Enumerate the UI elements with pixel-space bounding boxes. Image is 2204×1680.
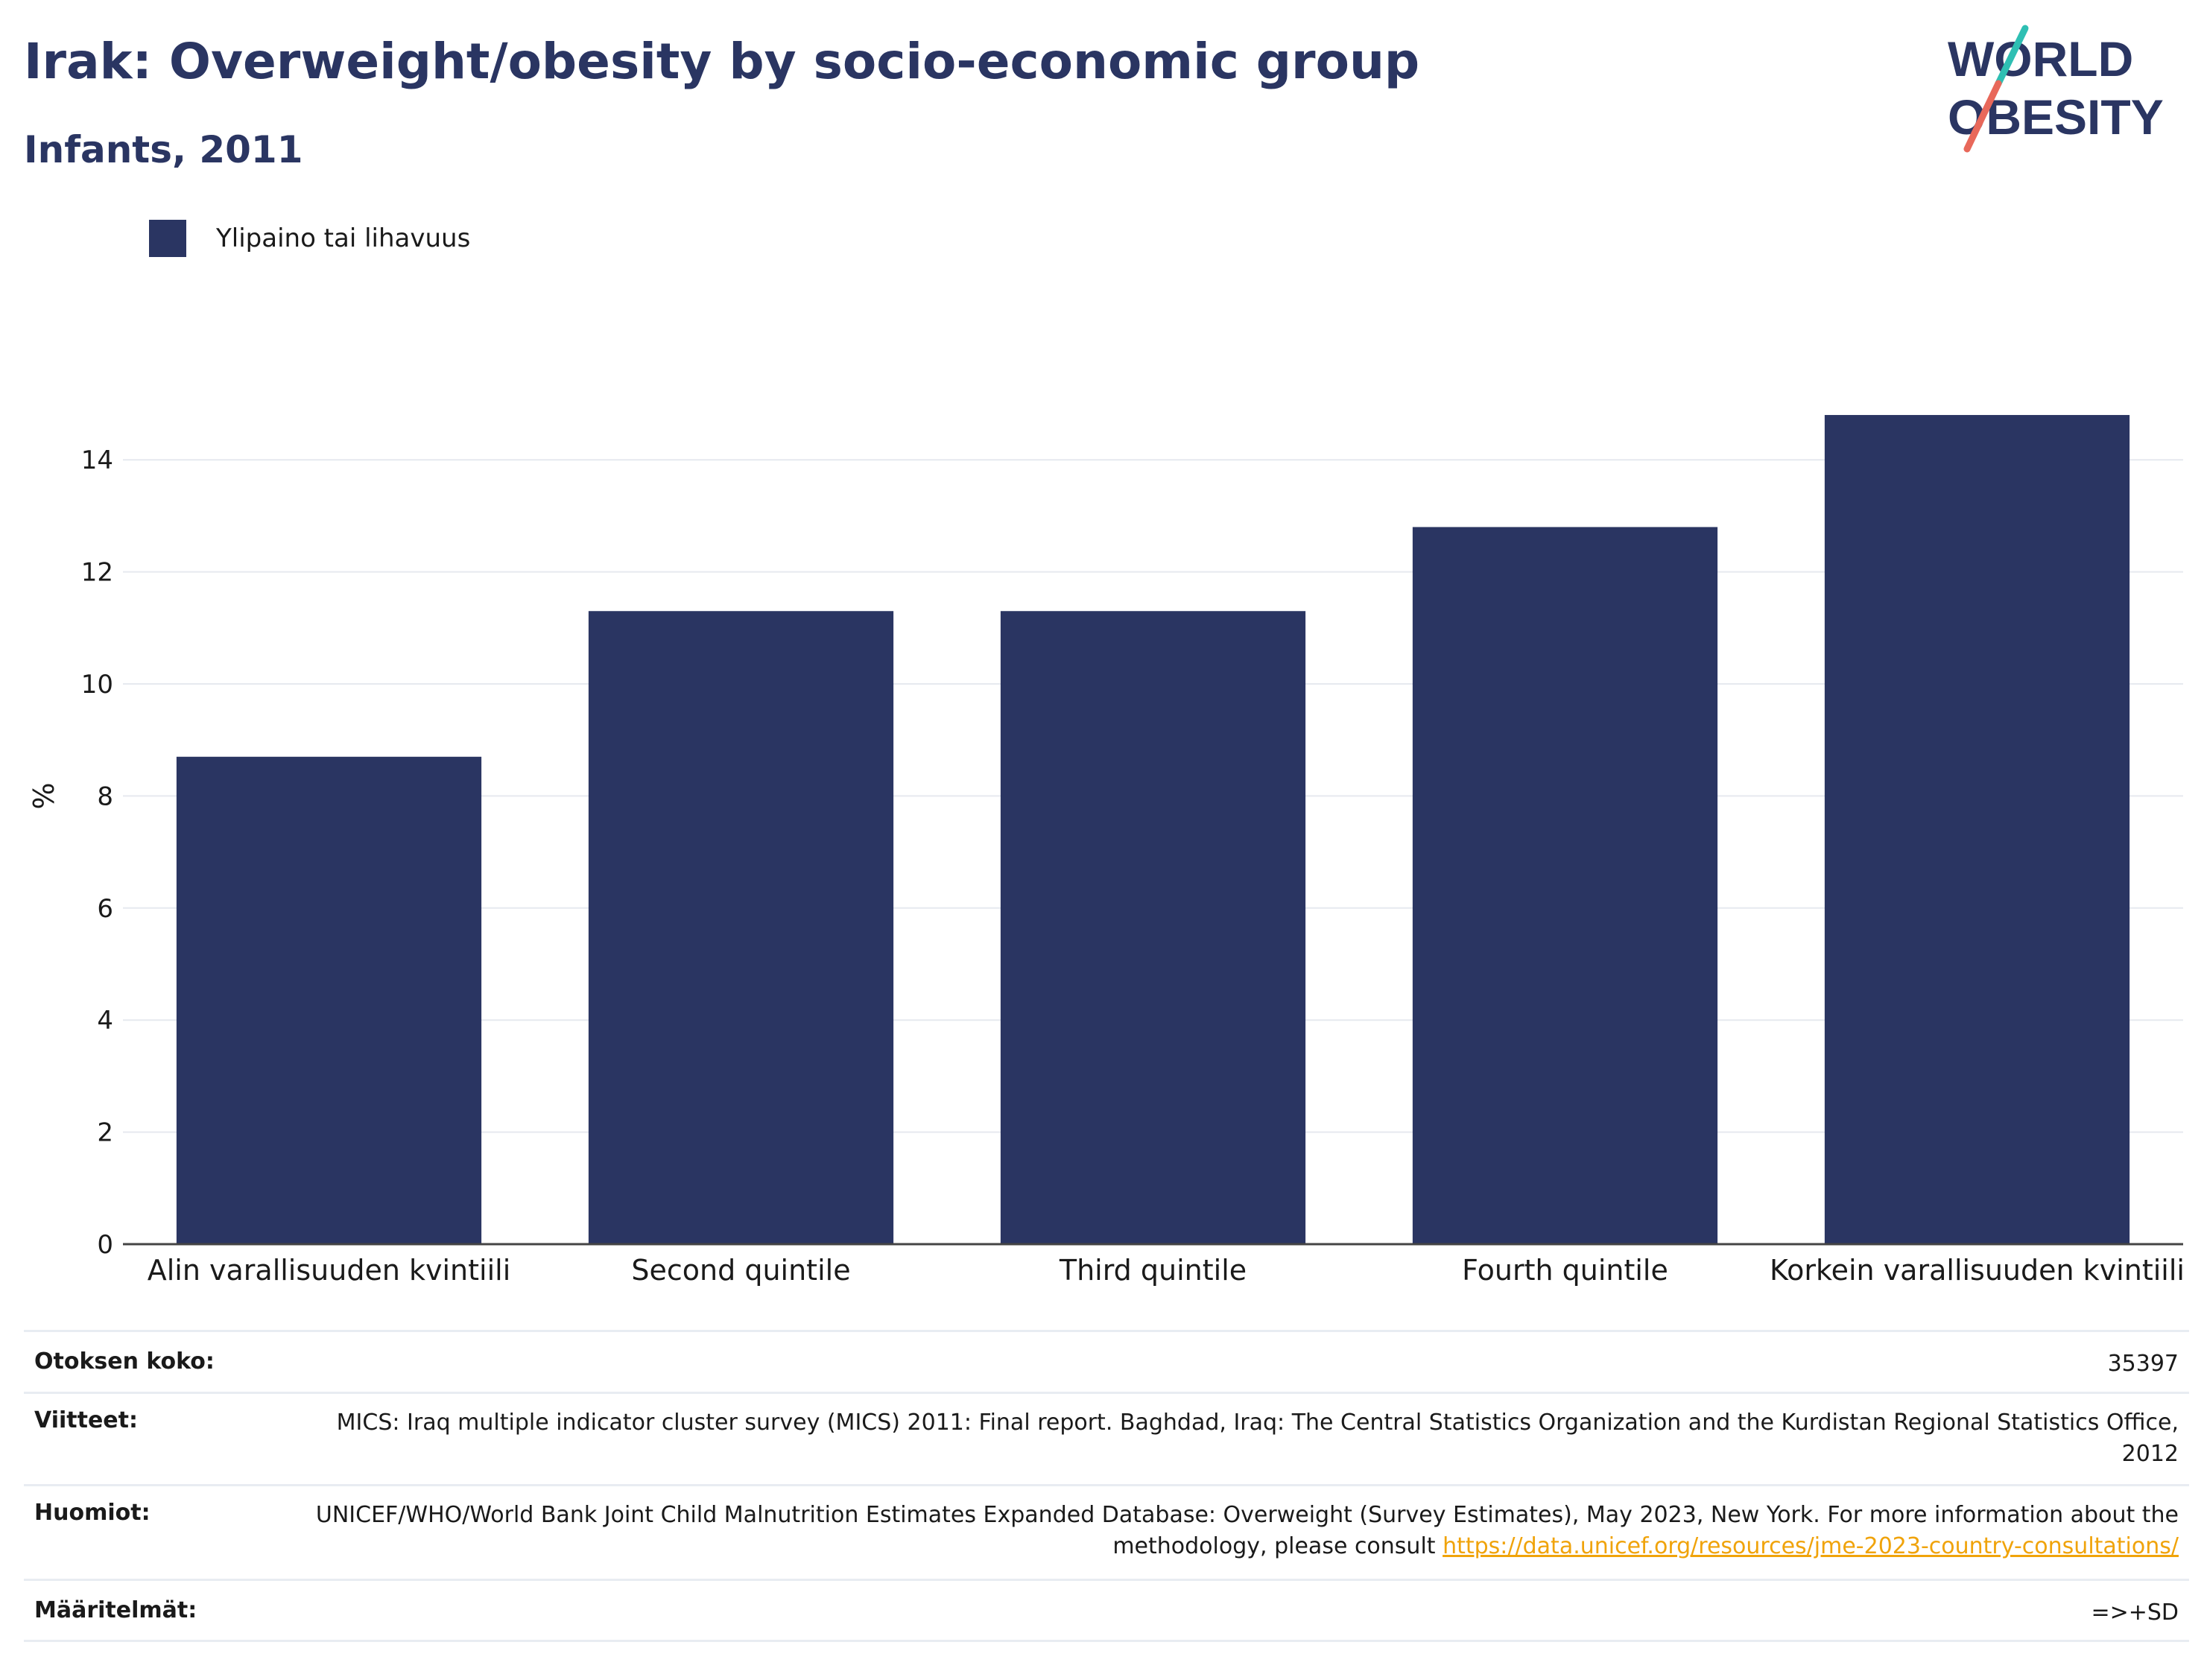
info-row-references: Viitteet: MICS: Iraq multiple indicator … [24, 1392, 2189, 1486]
logo-slash-top [1995, 25, 2029, 87]
bar-chart: 0 2 4 6 8 10 12 14% Alin varallisuuden kvintiili… [28, 415, 2185, 1287]
info-table: Otoksen koko: 35397 Viitteet: MICS: Iraq… [24, 1330, 2189, 1642]
y-tick-label: 8 [97, 782, 113, 811]
y-axis-label: % [28, 782, 60, 809]
logo-line1: WORLD [1948, 31, 2133, 86]
bar [1000, 611, 1306, 1244]
definitions-label: Määritelmät: [24, 1579, 292, 1642]
y-tick-label: 2 [97, 1118, 113, 1148]
info-row-notes: Huomiot: UNICEF/WHO/World Bank Joint Chi… [24, 1484, 2189, 1580]
chart-title: Irak: Overweight/obesity by socio-econom… [24, 33, 1420, 90]
world-obesity-logo: WORLD OBESITY [1948, 25, 2164, 153]
bar [588, 611, 894, 1244]
y-tick-label: 0 [97, 1230, 113, 1260]
references-label: Viitteet: [24, 1392, 292, 1486]
notes-link[interactable]: https://data.unicef.org/resources/jme-20… [1443, 1533, 2179, 1559]
sample-size-label: Otoksen koko: [24, 1330, 292, 1393]
notes-value: UNICEF/WHO/World Bank Joint Child Malnut… [292, 1484, 2189, 1580]
references-value: MICS: Iraq multiple indicator cluster su… [292, 1392, 2189, 1486]
x-tick-label: Second quintile [631, 1254, 850, 1287]
sample-size-value: 35397 [292, 1330, 2189, 1393]
logo-slash-bottom [1963, 80, 2002, 153]
info-row-definitions: Määritelmät: =>+SD [24, 1579, 2189, 1642]
info-row-sample: Otoksen koko: 35397 [24, 1330, 2189, 1393]
notes-label: Huomiot: [24, 1484, 292, 1580]
bar [1412, 527, 1718, 1244]
y-tick-label: 6 [97, 894, 113, 924]
x-tick-label: Alin varallisuuden kvintiili [148, 1254, 511, 1287]
y-tick-label: 14 [81, 446, 113, 475]
legend-swatch [149, 220, 186, 257]
x-tick-label: Fourth quintile [1462, 1254, 1668, 1287]
y-tick-label: 4 [97, 1006, 113, 1036]
x-tick-label: Korkein varallisuuden kvintiili [1770, 1254, 2185, 1287]
legend: Ylipaino tai lihavuus [149, 220, 470, 257]
definitions-value: =>+SD [292, 1579, 2189, 1642]
bar [176, 756, 482, 1244]
chart-subtitle: Infants, 2011 [24, 128, 303, 171]
notes-text: UNICEF/WHO/World Bank Joint Child Malnut… [315, 1502, 2179, 1559]
x-tick-label: Third quintile [1059, 1254, 1247, 1287]
y-tick-label: 12 [81, 558, 113, 588]
bar [1824, 415, 2130, 1244]
legend-label: Ylipaino tai lihavuus [216, 224, 471, 253]
y-tick-label: 10 [81, 670, 113, 700]
